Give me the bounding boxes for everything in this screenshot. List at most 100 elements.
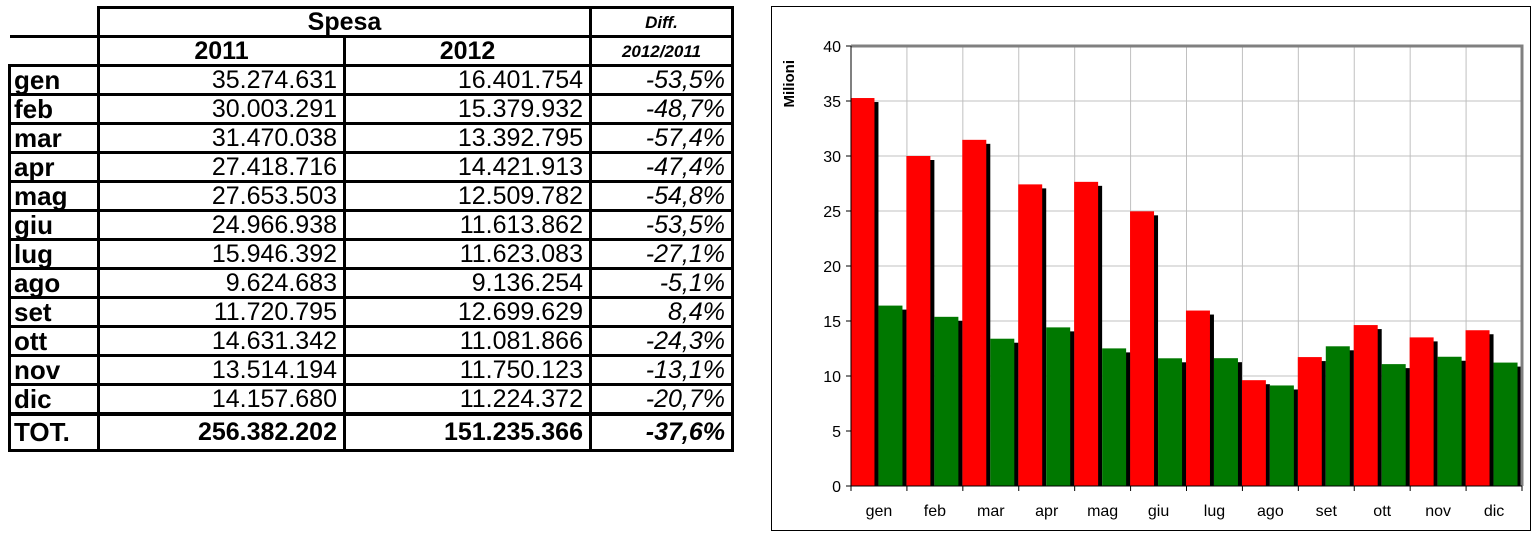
x-tick-label: giu bbox=[1148, 503, 1169, 520]
value-2011-cell: 27.418.716 bbox=[97, 151, 346, 183]
table-row: set 11.720.795 12.699.629 8,4% bbox=[8, 296, 734, 328]
table-row: apr 27.418.716 14.421.913 -47,4% bbox=[8, 151, 734, 183]
y-tick-label: 5 bbox=[832, 424, 841, 441]
x-tick-label: ott bbox=[1373, 503, 1391, 520]
value-2012-cell: 11.081.866 bbox=[343, 325, 592, 357]
table-row: mar 31.470.038 13.392.795 -57,4% bbox=[8, 122, 734, 154]
value-2012-cell: 11.224.372 bbox=[343, 383, 592, 416]
table-row: giu 24.966.938 11.613.862 -53,5% bbox=[8, 209, 734, 241]
month-cell: mar bbox=[8, 122, 100, 154]
bar bbox=[1130, 211, 1155, 486]
diff-cell: -53,5% bbox=[589, 209, 734, 241]
value-2012-cell: 11.750.123 bbox=[343, 354, 592, 386]
value-2011-cell: 30.003.291 bbox=[97, 93, 346, 125]
value-2011-cell: 27.653.503 bbox=[97, 180, 346, 212]
bar bbox=[1325, 346, 1350, 486]
y-tick-label: 15 bbox=[823, 314, 841, 331]
header-diff-years: 2012/2011 bbox=[589, 35, 734, 67]
value-2012-cell: 12.509.782 bbox=[343, 180, 592, 212]
value-2011-cell: 35.274.631 bbox=[97, 64, 346, 96]
bar bbox=[878, 305, 903, 486]
month-cell: gen bbox=[8, 64, 100, 96]
bar bbox=[850, 98, 875, 486]
diff-cell: -24,3% bbox=[589, 325, 734, 357]
y-tick-label: 0 bbox=[832, 479, 841, 496]
month-cell: apr bbox=[8, 151, 100, 183]
total-row: TOT. 256.382.202 151.235.366 -37,6% bbox=[8, 412, 734, 452]
bar bbox=[1437, 356, 1462, 486]
value-2012-cell: 9.136.254 bbox=[343, 267, 592, 299]
x-tick-label: lug bbox=[1204, 503, 1225, 520]
header-2011: 2011 bbox=[97, 35, 346, 67]
value-2012-cell: 14.421.913 bbox=[343, 151, 592, 183]
y-tick-label: 35 bbox=[823, 94, 841, 111]
bar bbox=[1213, 358, 1238, 486]
month-cell: nov bbox=[8, 354, 100, 386]
header-diff: Diff. bbox=[589, 6, 734, 38]
y-tick-label: 20 bbox=[823, 259, 841, 276]
diff-cell: -47,4% bbox=[589, 151, 734, 183]
y-axis-title: Milioni bbox=[781, 60, 798, 108]
header-2012: 2012 bbox=[343, 35, 592, 67]
y-tick-label: 40 bbox=[823, 39, 841, 56]
table-header-row-1: Spesa Diff. bbox=[9, 6, 734, 38]
bar bbox=[934, 316, 959, 486]
y-tick-label: 10 bbox=[823, 369, 841, 386]
value-2011-cell: 14.157.680 bbox=[97, 383, 346, 416]
bar bbox=[1409, 337, 1434, 486]
bar bbox=[1102, 348, 1127, 486]
x-tick-label: ago bbox=[1257, 503, 1284, 520]
table-header-row-2: 2011 2012 2012/2011 bbox=[9, 35, 734, 67]
bar bbox=[1381, 364, 1406, 486]
spesa-table: Spesa Diff. 2011 2012 2012/2011 gen 35.27… bbox=[8, 6, 734, 452]
table-row: lug 15.946.392 11.623.083 -27,1% bbox=[8, 238, 734, 270]
bars-layer bbox=[850, 98, 1522, 486]
diff-cell: 8,4% bbox=[589, 296, 734, 328]
month-cell: mag bbox=[8, 180, 100, 212]
bar bbox=[1018, 184, 1043, 486]
x-tick-label: nov bbox=[1425, 503, 1451, 520]
table-row: ott 14.631.342 11.081.866 -24,3% bbox=[8, 325, 734, 357]
diff-cell: -27,1% bbox=[589, 238, 734, 270]
value-2012-cell: 11.623.083 bbox=[343, 238, 592, 270]
table-row: feb 30.003.291 15.379.932 -48,7% bbox=[8, 93, 734, 125]
y-tick-label: 30 bbox=[823, 149, 841, 166]
value-2012-cell: 16.401.754 bbox=[343, 64, 592, 96]
table-row: ago 9.624.683 9.136.254 -5,1% bbox=[8, 267, 734, 299]
bar bbox=[1465, 330, 1490, 486]
month-cell: ago bbox=[8, 267, 100, 299]
x-tick-label: feb bbox=[924, 503, 946, 520]
diff-cell: -5,1% bbox=[589, 267, 734, 299]
diff-cell: -57,4% bbox=[589, 122, 734, 154]
bar bbox=[1241, 380, 1266, 486]
diff-cell: -13,1% bbox=[589, 354, 734, 386]
table-row: mag 27.653.503 12.509.782 -54,8% bbox=[8, 180, 734, 212]
value-2011-cell: 31.470.038 bbox=[97, 122, 346, 154]
table-row: gen 35.274.631 16.401.754 -53,5% bbox=[8, 64, 734, 96]
value-2012-cell: 12.699.629 bbox=[343, 296, 592, 328]
value-2011-cell: 13.514.194 bbox=[97, 354, 346, 386]
value-2011-cell: 11.720.795 bbox=[97, 296, 346, 328]
table-row: dic 14.157.680 11.224.372 -20,7% bbox=[8, 383, 734, 416]
bar bbox=[990, 338, 1015, 486]
x-tick-label: mag bbox=[1087, 503, 1118, 520]
bar-chart: 0 5 10 15 20 25 30 35 40 gen feb mar apr mag giu lug ago… bbox=[781, 39, 1524, 520]
bar bbox=[906, 156, 931, 486]
month-cell: dic bbox=[8, 383, 100, 416]
bar bbox=[1185, 310, 1210, 486]
diff-cell: -53,5% bbox=[589, 64, 734, 96]
bar bbox=[962, 139, 987, 486]
total-label-cell: TOT. bbox=[8, 412, 100, 452]
month-cell: giu bbox=[8, 209, 100, 241]
value-2011-cell: 15.946.392 bbox=[97, 238, 346, 270]
value-2012-cell: 15.379.932 bbox=[343, 93, 592, 125]
month-cell: lug bbox=[8, 238, 100, 270]
value-2011-cell: 14.631.342 bbox=[97, 325, 346, 357]
total-2012-cell: 151.235.366 bbox=[343, 412, 592, 452]
bar bbox=[1046, 327, 1071, 486]
total-2011-cell: 256.382.202 bbox=[97, 412, 346, 452]
value-2012-cell: 11.613.862 bbox=[343, 209, 592, 241]
month-cell: feb bbox=[8, 93, 100, 125]
corner-cell-2 bbox=[9, 36, 100, 67]
diff-cell: -48,7% bbox=[589, 93, 734, 125]
